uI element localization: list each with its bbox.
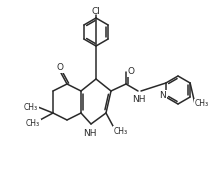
Text: O: O [128,68,134,77]
Text: CH₃: CH₃ [26,119,40,129]
Text: Cl: Cl [92,7,101,16]
Text: NH: NH [132,94,146,104]
Text: CH₃: CH₃ [114,127,128,136]
Text: CH₃: CH₃ [195,100,209,108]
Text: N: N [160,90,166,100]
Text: CH₃: CH₃ [24,102,38,111]
Text: O: O [56,64,63,73]
Text: NH: NH [83,129,97,138]
